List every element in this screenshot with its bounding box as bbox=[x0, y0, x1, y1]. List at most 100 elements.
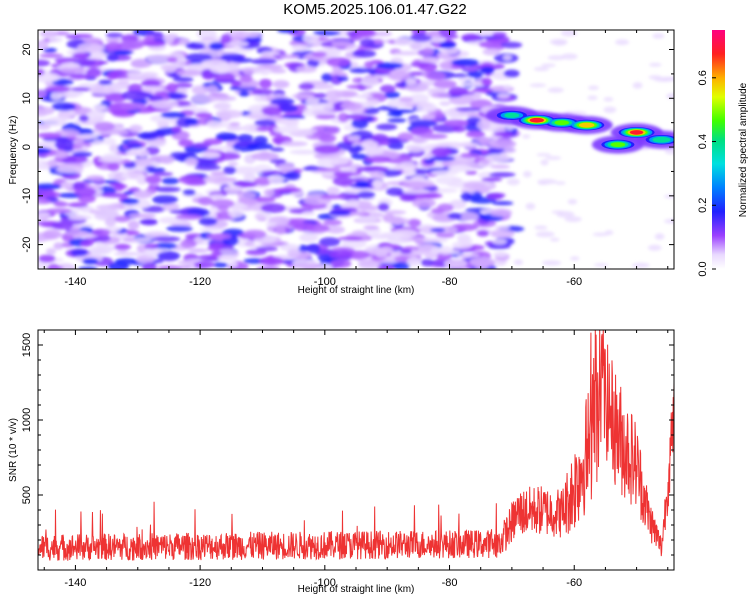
heatmap-cell bbox=[379, 84, 396, 93]
heatmap-cell bbox=[360, 76, 380, 87]
heatmap-cell bbox=[403, 166, 416, 177]
heatmap-cell bbox=[224, 40, 249, 48]
heatmap-cell bbox=[311, 110, 338, 116]
snr-x-axis-title: Height of straight line (km) bbox=[298, 584, 415, 595]
heatmap-cell bbox=[439, 41, 456, 49]
signal-contour bbox=[529, 117, 544, 123]
heatmap-cell bbox=[430, 170, 459, 176]
heatmap-cell bbox=[146, 54, 171, 64]
heatmap-cell bbox=[78, 266, 98, 269]
heatmap-cell bbox=[497, 93, 510, 99]
heatmap-cell bbox=[415, 192, 443, 199]
heatmap-cell bbox=[408, 39, 425, 50]
heatmap-cell bbox=[326, 225, 346, 234]
heatmap-cell bbox=[210, 199, 235, 208]
heatmap-cell bbox=[503, 84, 512, 90]
heatmap-cell bbox=[237, 191, 257, 200]
spectrogram-x-axis-title: Height of straight line (km) bbox=[298, 285, 415, 296]
heatmap-cell bbox=[465, 130, 486, 138]
heatmap-cell bbox=[298, 244, 309, 253]
heatmap-cell bbox=[261, 50, 281, 56]
heatmap-cell bbox=[647, 244, 662, 251]
heatmap-cell bbox=[198, 217, 218, 226]
heatmap-cell bbox=[270, 97, 295, 106]
heatmap-cell bbox=[172, 76, 194, 82]
heatmap-cell bbox=[159, 155, 175, 165]
heatmap-cell bbox=[435, 232, 455, 238]
heatmap-cell bbox=[541, 63, 556, 68]
heatmap-cell bbox=[570, 256, 580, 261]
heatmap-cell bbox=[105, 41, 122, 52]
heatmap-cell bbox=[89, 209, 100, 214]
heatmap-cell bbox=[38, 106, 55, 116]
heatmap-cell bbox=[82, 258, 99, 265]
heatmap-cell bbox=[234, 79, 260, 89]
heatmap-cell bbox=[459, 142, 480, 148]
heatmap-cell bbox=[412, 198, 436, 208]
heatmap-cell bbox=[130, 60, 149, 69]
heatmap-cell bbox=[38, 89, 47, 99]
heatmap-cell bbox=[121, 90, 149, 101]
heatmap-cell bbox=[200, 151, 221, 159]
heatmap-cell bbox=[460, 152, 481, 159]
heatmap-cell bbox=[54, 150, 69, 159]
heatmap-cell bbox=[70, 87, 92, 92]
heatmap-cell bbox=[167, 56, 178, 63]
heatmap-cell bbox=[212, 262, 229, 268]
heatmap-cell bbox=[522, 134, 531, 139]
heatmap-cell bbox=[117, 79, 130, 85]
heatmap-cell bbox=[132, 237, 152, 242]
heatmap-cell bbox=[166, 225, 193, 232]
heatmap-cell bbox=[588, 85, 599, 91]
heatmap-cell bbox=[345, 113, 368, 120]
heatmap-cell bbox=[312, 51, 327, 58]
heatmap-cell bbox=[228, 209, 244, 218]
heatmap-cell bbox=[355, 180, 370, 188]
heatmap-cell bbox=[493, 251, 508, 257]
heatmap-cell bbox=[213, 102, 231, 110]
snr-y-axis-title: SNR (10 * v/v) bbox=[8, 418, 19, 482]
heatmap-cell bbox=[476, 230, 490, 237]
heatmap-cell bbox=[405, 82, 429, 92]
heatmap-cell bbox=[496, 126, 507, 134]
heatmap-cell bbox=[357, 205, 383, 211]
heatmap-cell bbox=[176, 69, 203, 77]
heatmap-cell bbox=[314, 92, 327, 99]
heatmap-cell bbox=[363, 225, 380, 230]
heatmap-cell bbox=[341, 238, 367, 249]
heatmap-cell bbox=[269, 132, 283, 137]
heatmap-cell bbox=[317, 248, 331, 254]
heatmap-cell bbox=[296, 65, 317, 73]
heatmap-cell bbox=[253, 196, 276, 203]
heatmap-cell bbox=[57, 109, 76, 118]
heatmap-cell bbox=[291, 93, 314, 99]
heatmap-cell bbox=[220, 53, 245, 62]
heatmap-cell bbox=[387, 217, 410, 225]
heatmap-cell bbox=[412, 168, 431, 175]
heatmap-cell bbox=[280, 141, 308, 147]
heatmap-cell bbox=[75, 133, 99, 140]
heatmap-cell bbox=[278, 104, 299, 113]
heatmap-cell bbox=[229, 122, 241, 127]
heatmap-cell bbox=[393, 51, 421, 56]
signal-track bbox=[485, 106, 674, 154]
heatmap-cell bbox=[298, 82, 315, 91]
heatmap-cell bbox=[273, 126, 301, 134]
heatmap-cell bbox=[202, 175, 231, 184]
heatmap-cell bbox=[332, 176, 354, 187]
heatmap-cell bbox=[410, 33, 432, 42]
heatmap-cell bbox=[157, 265, 183, 269]
heatmap-cell bbox=[472, 88, 493, 93]
heatmap-cell bbox=[320, 194, 344, 200]
heatmap-cell bbox=[533, 66, 550, 72]
heatmap-cell bbox=[119, 40, 144, 50]
heatmap-cell bbox=[51, 102, 76, 111]
heatmap-cell bbox=[259, 256, 284, 266]
heatmap-cell bbox=[153, 242, 178, 250]
heatmap-cell bbox=[128, 213, 157, 219]
heatmap-cell bbox=[477, 171, 495, 180]
heatmap-cell bbox=[458, 212, 479, 221]
colorbar: 0.0 0.2 0.4 0.6 Normalized spectral amplitu… bbox=[697, 30, 749, 277]
signal-contour bbox=[610, 142, 626, 148]
heatmap-cell bbox=[174, 82, 193, 88]
